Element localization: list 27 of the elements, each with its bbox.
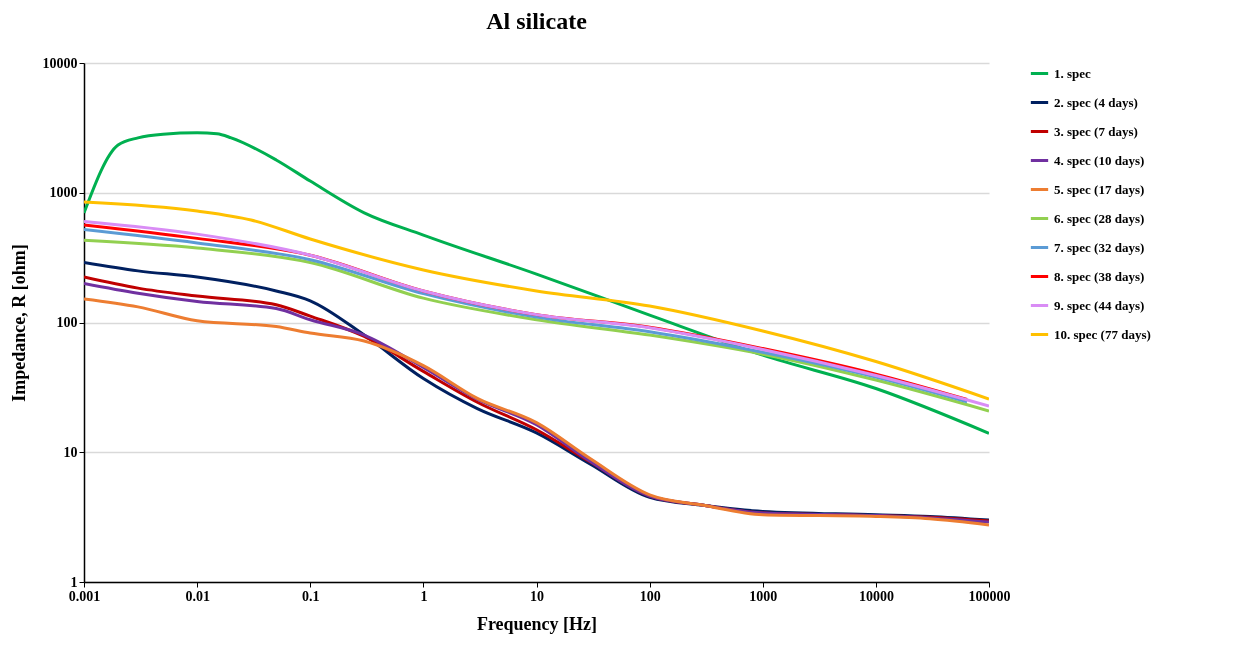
- x-axis-title: Frequency [Hz]: [476, 613, 598, 634]
- x-tick-label: 100: [639, 588, 661, 604]
- x-tick-label: 0.001: [68, 588, 101, 604]
- legend-label: 7. spec (32 days): [1054, 239, 1145, 255]
- x-tick-label: 1000: [749, 588, 778, 604]
- x-tick-label: 100000: [968, 588, 1011, 604]
- legend-label: 9. spec (44 days): [1054, 297, 1145, 313]
- legend-label: 2. spec (4 days): [1054, 94, 1138, 110]
- legend-label: 6. spec (28 days): [1054, 210, 1145, 226]
- legend-label: 1. spec: [1054, 65, 1092, 81]
- legend-label: 5. spec (17 days): [1054, 181, 1145, 197]
- y-tick-label: 10000: [42, 55, 78, 71]
- legend-label: 8. spec (38 days): [1054, 268, 1145, 284]
- x-tick-label: 1: [420, 588, 428, 604]
- legend-label: 4. spec (10 days): [1054, 152, 1145, 168]
- legend-label: 3. spec (7 days): [1054, 123, 1138, 139]
- y-axis-title: Impedance, R [ohm]: [8, 244, 29, 402]
- y-tick-label: 10: [63, 444, 78, 460]
- x-tick-label: 10000: [858, 588, 894, 604]
- y-tick-label: 1: [70, 574, 78, 590]
- y-tick-label: 100: [56, 315, 78, 330]
- x-tick-label: 10: [530, 588, 544, 604]
- x-tick-label: 0.01: [185, 588, 210, 604]
- chart-title: Al silicate: [486, 8, 588, 34]
- y-tick-label: 1000: [49, 185, 78, 201]
- legend-label: 10. spec (77 days): [1054, 326, 1151, 342]
- x-tick-label: 0.1: [302, 588, 320, 604]
